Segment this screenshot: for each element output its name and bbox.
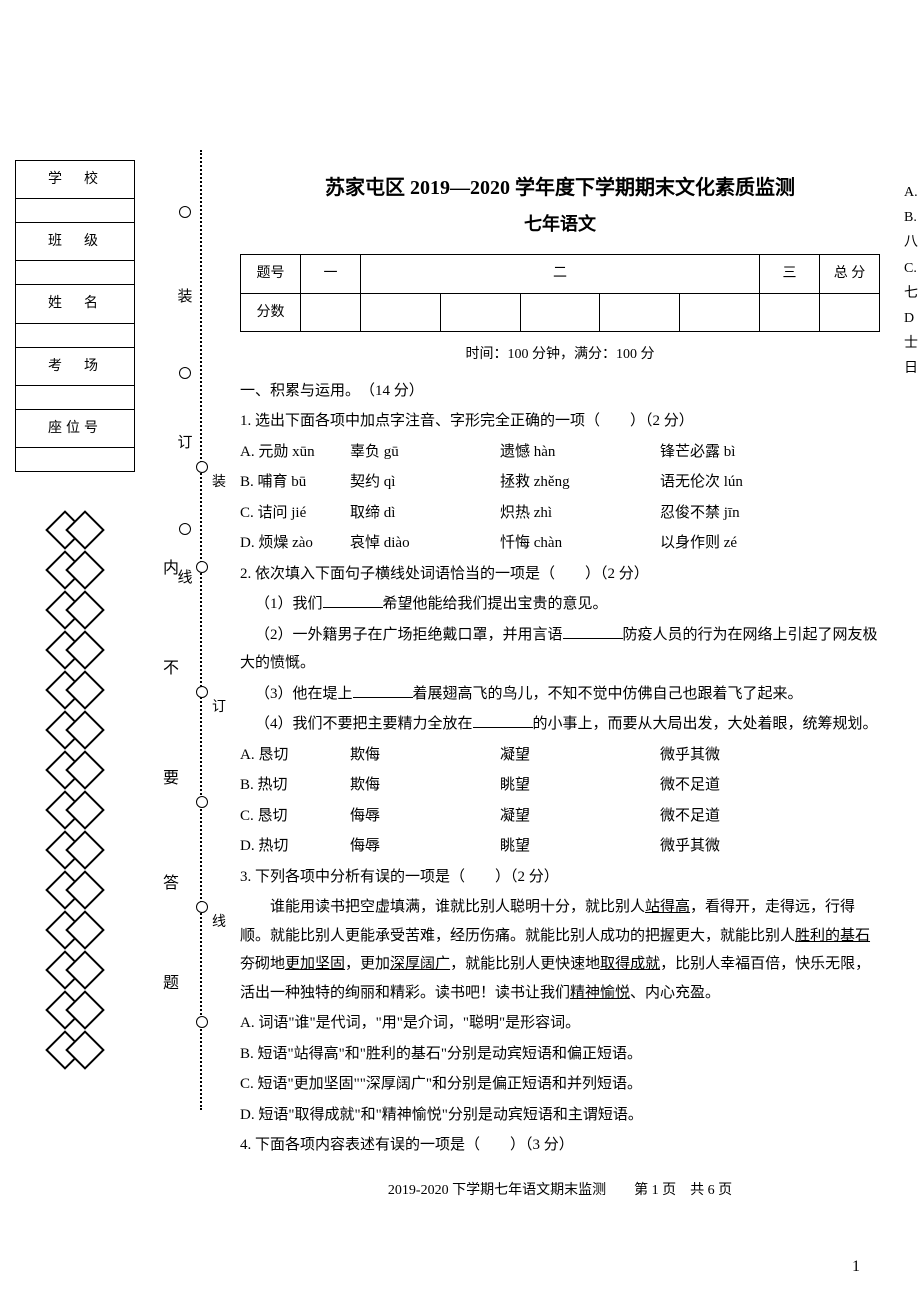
q3-stem: 3. 下列各项中分析有误的一项是（ ）（2 分）: [240, 863, 880, 892]
exam-title: 苏家屯区 2019—2020 学年度下学期期末文化素质监测: [240, 170, 880, 206]
binding-zhuang: 装: [155, 284, 215, 311]
score-cell[interactable]: [600, 293, 680, 331]
q1-optA: A. 元勋 xūn 辜负 gū 遗憾 hàn 锋芒必露 bì: [240, 438, 880, 467]
q1-optC: C. 诘问 jié 取缔 dì 炽热 zhì 忍俊不禁 jīn: [240, 499, 880, 528]
binding-circle: [196, 1016, 208, 1028]
binding-da: 答: [163, 870, 179, 899]
score-cell[interactable]: [301, 293, 361, 331]
q3-optA: A. 词语"谁"是代词，"用"是介词，"聪明"是形容词。: [240, 1009, 880, 1038]
page-footer: 2019-2020 下学期七年语文期末监测 第 1 页 共 6 页: [240, 1178, 880, 1203]
q4-stem: 4. 下面各项内容表述有误的一项是（ ）（3 分）: [240, 1131, 880, 1160]
name-blank[interactable]: [16, 323, 135, 347]
table-row: 题号 一 二 三 总 分: [241, 255, 880, 293]
score-cell[interactable]: [520, 293, 600, 331]
q2-stem: 2. 依次填入下面句子横线处词语恰当的一项是（ ）（2 分）: [240, 560, 880, 589]
seat-blank[interactable]: [16, 447, 135, 471]
q2-s3: （3）他在堤上着展翅高飞的鸟儿，不知不觉中仿佛自己也跟着飞了起来。: [240, 680, 880, 709]
header-num: 题号: [241, 255, 301, 293]
exam-subtitle: 七年语文: [240, 208, 880, 240]
binding-column: 装 订 线: [155, 160, 215, 622]
q2-s4: （4）我们不要把主要精力全放在的小事上，而要从大局出发，大处着眼，统筹规划。: [240, 710, 880, 739]
binding-circle: [196, 901, 208, 913]
q1-optD: D. 烦燥 zào 哀悼 diào 忏悔 chàn 以身作则 zé: [240, 529, 880, 558]
q2-optD: D. 热切 侮辱 眺望 微乎其微: [240, 832, 880, 861]
table-row: 分数: [241, 293, 880, 331]
name-label: 姓 名: [16, 285, 135, 323]
diamond-pattern: [15, 510, 135, 1070]
score-cell[interactable]: [440, 293, 520, 331]
class-blank[interactable]: [16, 261, 135, 285]
binding-ding2: 订: [212, 695, 226, 720]
fill-blank[interactable]: [323, 607, 383, 608]
binding-ding: 订: [155, 430, 215, 457]
time-info: 时间：100 分钟，满分：100 分: [240, 342, 880, 367]
binding-nei: 内: [163, 555, 179, 584]
exam-content: 苏家屯区 2019—2020 学年度下学期期末文化素质监测 七年语文 题号 一 …: [240, 170, 880, 1203]
right-edge-text: A. B. 八 C. 七 D 士 日: [904, 180, 918, 382]
section-title: 一、积累与运用。 （14 分）: [240, 377, 880, 406]
q2-s2: （2）一外籍男子在广场拒绝戴口罩，并用言语防疫人员的行为在网络上引起了网友极大的…: [240, 621, 880, 678]
header-1: 一: [301, 255, 361, 293]
header-2: 二: [361, 255, 760, 293]
binding-bu: 不: [163, 655, 179, 684]
q3-passage: 谁能用读书把空虚填满，谁就比别人聪明十分，就比别人站得高，看得开，走得远，行得顺…: [240, 893, 880, 1007]
school-label: 学 校: [16, 161, 135, 199]
section-1: 一、积累与运用。 （14 分） 1. 选出下面各项中加点字注音、字形完全正确的一…: [240, 377, 880, 1160]
q2-optA: A. 恳切 欺侮 凝望 微乎其微: [240, 741, 880, 770]
q1-stem: 1. 选出下面各项中加点字注音、字形完全正确的一项（ ）（2 分）: [240, 407, 880, 436]
score-cell[interactable]: [680, 293, 760, 331]
binding-circle: [196, 561, 208, 573]
q3-optC: C. 短语"更加坚固""深厚阔广"和分别是偏正短语和并列短语。: [240, 1070, 880, 1099]
binding-circle: [196, 796, 208, 808]
page-number: 1: [852, 1253, 860, 1282]
binding-circle: [179, 367, 191, 379]
binding-xian2: 线: [212, 910, 226, 935]
q2-s1: （1）我们希望他能给我们提出宝贵的意见。: [240, 590, 880, 619]
q3-optB: B. 短语"站得高"和"胜利的基石"分别是动宾短语和偏正短语。: [240, 1040, 880, 1069]
binding-zhuang2: 装: [212, 470, 226, 495]
q1-optB: B. 哺育 bū 契约 qì 拯救 zhěng 语无伦次 lún: [240, 468, 880, 497]
score-table: 题号 一 二 三 总 分 分数: [240, 254, 880, 331]
q2-optC: C. 恳切 侮辱 凝望 微不足道: [240, 802, 880, 831]
binding-ti: 题: [163, 970, 179, 999]
score-label: 分数: [241, 293, 301, 331]
q3-optD: D. 短语"取得成就"和"精神愉悦"分别是动宾短语和主谓短语。: [240, 1101, 880, 1130]
binding-yao: 要: [163, 765, 179, 794]
binding-circle: [196, 686, 208, 698]
binding-circle: [179, 206, 191, 218]
header-3: 三: [760, 255, 820, 293]
binding-circle: [179, 523, 191, 535]
room-label: 考 场: [16, 347, 135, 385]
fill-blank[interactable]: [353, 697, 413, 698]
header-total: 总 分: [820, 255, 880, 293]
fill-blank[interactable]: [473, 727, 533, 728]
fill-blank[interactable]: [563, 638, 623, 639]
score-cell[interactable]: [820, 293, 880, 331]
class-label: 班 级: [16, 223, 135, 261]
student-info-table: 学 校 班 级 姓 名 考 场 座位号: [15, 160, 135, 472]
school-blank[interactable]: [16, 199, 135, 223]
score-cell[interactable]: [760, 293, 820, 331]
seat-label: 座位号: [16, 409, 135, 447]
score-cell[interactable]: [361, 293, 441, 331]
q2-optB: B. 热切 欺侮 眺望 微不足道: [240, 771, 880, 800]
binding-circle: [196, 461, 208, 473]
room-blank[interactable]: [16, 385, 135, 409]
